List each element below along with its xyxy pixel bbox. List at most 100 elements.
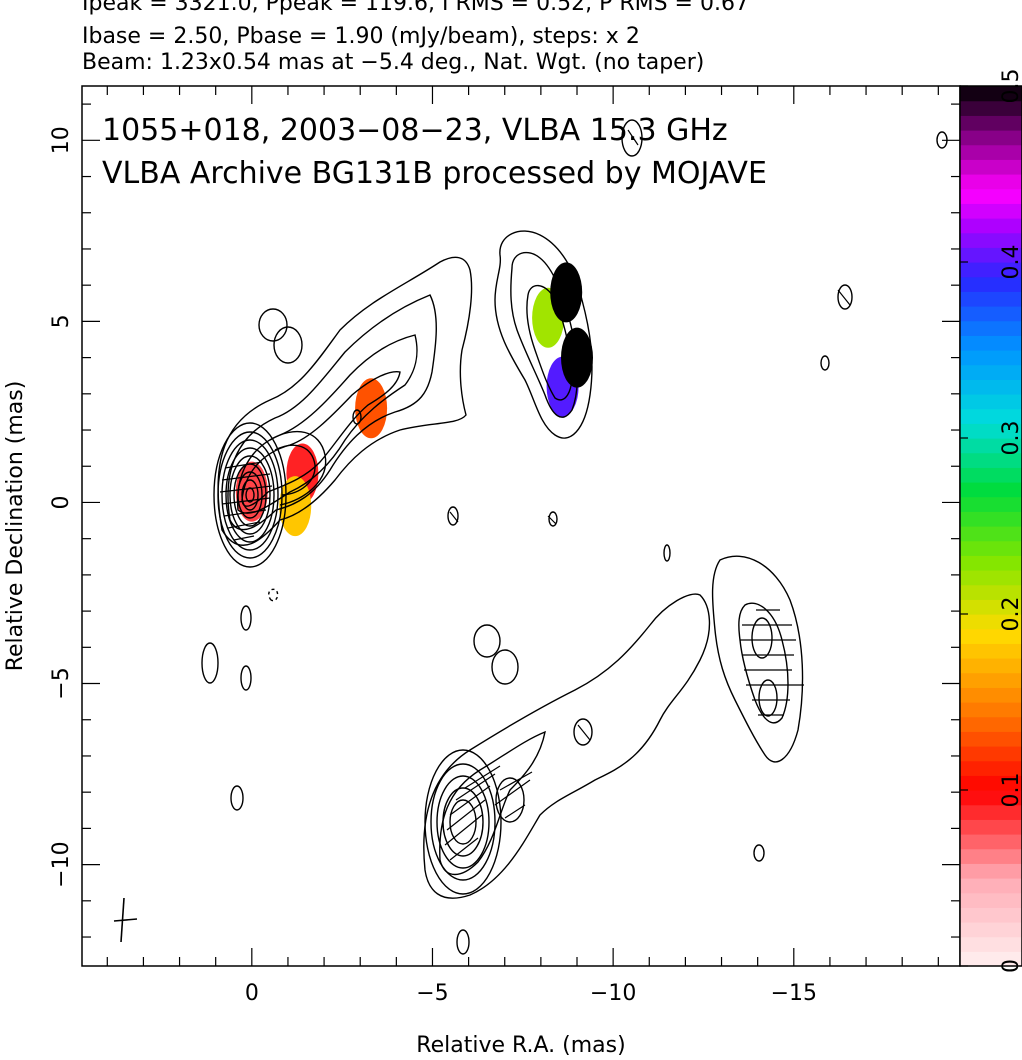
x-tick-label: −15: [771, 981, 817, 1006]
colorbar-tick-label: 0.4: [999, 245, 1022, 280]
knot-contour: [526, 284, 573, 401]
colorbar-swatch: [960, 203, 1022, 219]
colorbar-swatch: [960, 364, 1022, 380]
colorbar: [960, 86, 1022, 967]
colorbar-swatch: [960, 438, 1022, 454]
x-tick-label: −10: [590, 981, 636, 1006]
colorbar-swatch: [960, 320, 1022, 336]
colorbar-swatch: [960, 936, 1022, 952]
colorbar-swatch: [960, 394, 1022, 410]
knot-contour: [510, 251, 578, 418]
colorbar-swatch: [960, 922, 1022, 938]
jet-contour-outer: [217, 256, 473, 546]
colorbar-swatch: [960, 350, 1022, 366]
colorbar-swatch: [960, 159, 1022, 175]
polarized-region: [561, 327, 593, 388]
colorbar-swatch: [960, 306, 1022, 322]
jet-contour-outer: [236, 334, 418, 514]
far-component-contour: [751, 617, 773, 659]
header-ipeak-line: Ipeak = 3321.0, Ppeak = 119.6, I RMS = 0…: [82, 0, 749, 16]
colorbar-swatch: [960, 790, 1022, 806]
south-extended-contour: [439, 730, 546, 876]
south-component-contours: [424, 749, 525, 895]
colorbar-swatch: [960, 672, 1022, 688]
colorbar-tick-labels: 0 0.1 0.2 0.3 0.4 0.5: [999, 69, 1022, 974]
colorbar-tick-label: 0.5: [999, 69, 1022, 104]
chart-subtitle: VLBA Archive BG131B processed by MOJAVE: [102, 156, 767, 191]
knot-contour: [494, 230, 593, 439]
colorbar-swatch: [960, 731, 1022, 747]
colorbar-swatch: [960, 232, 1022, 248]
far-component-contour: [738, 602, 789, 724]
chart-title: 1055+018, 2003−08−23, VLBA 15.3 GHz: [102, 113, 728, 148]
colorbar-swatch: [960, 452, 1022, 468]
beam-marker: [113, 897, 138, 943]
colorbar-swatch: [960, 643, 1022, 659]
colorbar-swatch: [960, 863, 1022, 879]
colorbar-swatch: [960, 878, 1022, 894]
colorbar-swatch: [960, 760, 1022, 776]
header-beam-line: Beam: 1.23x0.54 mas at −5.4 deg., Nat. W…: [82, 50, 705, 75]
colorbar-tick-label: 0: [999, 959, 1022, 973]
colorbar-swatch: [960, 100, 1022, 116]
colorbar-swatch: [960, 599, 1022, 615]
colorbar-swatch: [960, 907, 1022, 923]
colorbar-swatch: [960, 262, 1022, 278]
jet-contour-outer: [227, 294, 437, 531]
x-axis-label: Relative R.A. (mas): [416, 1033, 625, 1058]
y-tick-label: −10: [49, 841, 74, 887]
colorbar-swatch: [960, 218, 1022, 234]
polarized-region: [550, 262, 583, 323]
colorbar-swatch: [960, 775, 1022, 791]
colorbar-ticks: [960, 85, 968, 967]
colorbar-swatch: [960, 702, 1022, 718]
x-tick-label: −5: [416, 981, 448, 1006]
x-axis-ticks: [106, 86, 939, 966]
y-axis-label: Relative Declination (mas): [3, 381, 28, 672]
colorbar-swatch: [960, 540, 1022, 556]
colorbar-swatch: [960, 555, 1022, 571]
colorbar-swatch: [960, 526, 1022, 542]
colorbar-swatch: [960, 848, 1022, 864]
colorbar-swatch: [960, 379, 1022, 395]
colorbar-tick-label: 0.1: [999, 773, 1022, 808]
plot-frame: [81, 85, 961, 967]
colorbar-swatch: [960, 408, 1022, 424]
colorbar-swatch: [960, 423, 1022, 439]
colorbar-swatch: [960, 570, 1022, 586]
evpa-vectors: [219, 129, 851, 861]
colorbar-frame: [959, 85, 1022, 967]
polarized-region: [279, 476, 312, 537]
colorbar-swatch: [960, 614, 1022, 630]
x-tick-label: 0: [245, 981, 259, 1006]
y-tick-label: 0: [49, 496, 74, 510]
colorbar-swatch: [960, 291, 1022, 307]
colorbar-tick-label: 0.2: [999, 597, 1022, 632]
colorbar-swatch: [960, 892, 1022, 908]
colorbar-swatch: [960, 628, 1022, 644]
y-axis-ticks: [82, 103, 960, 938]
colorbar-swatch: [960, 467, 1022, 483]
colorbar-swatch: [960, 496, 1022, 512]
colorbar-swatch: [960, 247, 1022, 263]
jet-contour-outer: [241, 371, 401, 507]
colorbar-swatch: [960, 819, 1022, 835]
far-component-contour: [711, 555, 804, 763]
colorbar-swatch: [960, 335, 1022, 351]
intensity-contours: [201, 119, 948, 955]
colorbar-swatch: [960, 144, 1022, 160]
x-axis-tick-labels: 0 −5 −10 −15: [245, 981, 817, 1006]
colorbar-swatch: [960, 174, 1022, 190]
polarized-region: [355, 378, 388, 439]
colorbar-swatch: [960, 804, 1022, 820]
colorbar-swatch: [960, 511, 1022, 527]
colorbar-swatch: [960, 86, 1022, 102]
colorbar-swatch: [960, 658, 1022, 674]
y-tick-label: 10: [49, 126, 74, 154]
colorbar-swatch: [960, 188, 1022, 204]
header-ibase-line: Ibase = 2.50, Pbase = 1.90 (mJy/beam), s…: [82, 24, 640, 49]
colorbar-swatch: [960, 276, 1022, 292]
colorbar-swatch: [960, 716, 1022, 732]
noise-contours: [201, 119, 948, 955]
